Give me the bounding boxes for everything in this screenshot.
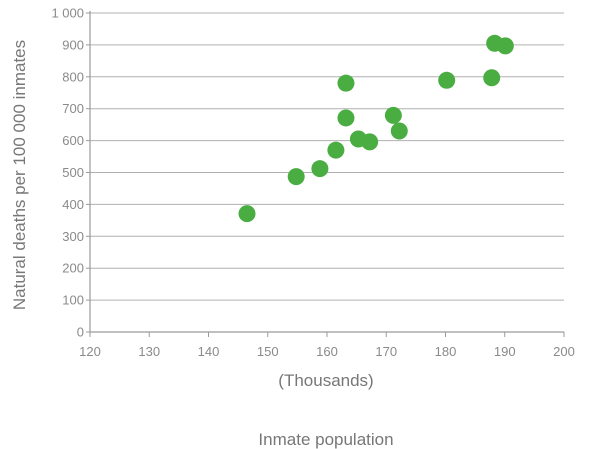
x-tick-labels: 120 130 140 150 160 170 180 190 200 [79,344,575,359]
data-point [337,74,355,92]
y-tick-label: 500 [62,165,84,180]
grid-lines [90,12,564,301]
data-point [337,109,355,127]
data-point [390,122,408,140]
data-point [311,160,329,178]
y-axis-label: Natural deaths per 100 000 inmates [10,40,29,310]
y-tick-label: 1 000 [51,6,84,21]
data-points [238,34,514,223]
y-tick-label: 800 [62,69,84,84]
x-axis-label: Inmate population [258,430,393,449]
x-tick-label: 150 [257,344,279,359]
y-tick-label: 700 [62,101,84,116]
x-tick-label: 130 [138,344,160,359]
data-point [327,141,345,159]
data-point [438,71,456,89]
y-tick-label: 600 [62,133,84,148]
y-tick-label: 200 [62,261,84,276]
axes [86,11,565,337]
y-tick-labels: 0 100 200 300 400 500 600 700 800 900 1 000 [51,6,84,340]
data-point [384,106,402,124]
x-tick-label: 140 [198,344,220,359]
x-tick-label: 120 [79,344,101,359]
x-tick-label: 180 [435,344,457,359]
data-point [361,133,379,151]
y-tick-label: 900 [62,37,84,52]
y-tick-label: 400 [62,197,84,212]
data-point [496,37,514,55]
x-tick-label: 190 [494,344,516,359]
x-tick-label: 200 [553,344,575,359]
x-tick-label: 160 [316,344,338,359]
x-axis-unit: (Thousands) [278,371,373,390]
data-point [287,168,305,186]
y-tick-label: 100 [62,293,84,308]
data-point [238,205,256,223]
y-tick-label: 0 [77,325,84,340]
data-point [483,69,501,87]
y-tick-label: 300 [62,229,84,244]
x-tick-label: 170 [375,344,397,359]
